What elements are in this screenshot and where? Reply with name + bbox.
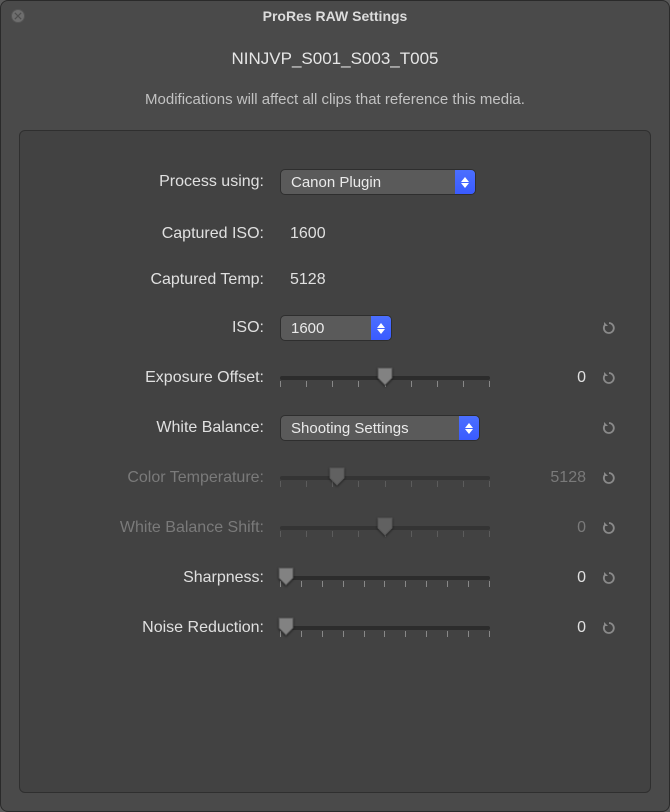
reset-icon — [601, 520, 617, 536]
subtitle: Modifications will affect all clips that… — [21, 91, 649, 108]
titlebar: ProRes RAW Settings — [1, 1, 669, 31]
row-sharpness: Sharpness: 0 — [38, 553, 632, 603]
noise-reduction-value: 0 — [536, 619, 596, 637]
exposure-offset-slider[interactable] — [280, 366, 490, 390]
row-process-using: Process using: Canon Plugin — [38, 157, 632, 207]
window-title: ProRes RAW Settings — [263, 8, 408, 24]
sharpness-value: 0 — [536, 569, 596, 587]
exposure-offset-value: 0 — [536, 369, 596, 387]
reset-icon — [601, 370, 617, 386]
label-captured-iso: Captured ISO: — [38, 225, 278, 243]
reset-icon — [601, 320, 617, 336]
white-balance-select[interactable]: Shooting Settings — [280, 415, 480, 441]
label-color-temperature: Color Temperature: — [38, 469, 278, 487]
chevrons-icon — [371, 316, 391, 340]
row-noise-reduction: Noise Reduction: 0 — [38, 603, 632, 653]
reset-icon — [601, 570, 617, 586]
sharpness-slider[interactable] — [280, 566, 490, 590]
white-balance-reset-button[interactable] — [598, 417, 620, 439]
reset-icon — [601, 470, 617, 486]
row-iso: ISO: 1600 — [38, 303, 632, 353]
label-process-using: Process using: — [38, 173, 278, 191]
row-exposure-offset: Exposure Offset: 0 — [38, 353, 632, 403]
chevrons-icon — [455, 170, 475, 194]
settings-panel: Process using: Canon Plugin Captured ISO… — [19, 130, 651, 793]
label-noise-reduction: Noise Reduction: — [38, 619, 278, 637]
white-balance-shift-slider — [280, 516, 490, 540]
iso-reset-button[interactable] — [598, 317, 620, 339]
label-white-balance: White Balance: — [38, 419, 278, 437]
white-balance-shift-value: 0 — [536, 519, 596, 537]
reset-icon — [601, 420, 617, 436]
color-temperature-value: 5128 — [536, 469, 596, 487]
process-using-select[interactable]: Canon Plugin — [280, 169, 476, 195]
reset-icon — [601, 620, 617, 636]
value-captured-temp: 5128 — [280, 271, 534, 289]
white-balance-value: Shooting Settings — [281, 420, 419, 437]
row-color-temperature: Color Temperature: 5128 — [38, 453, 632, 503]
value-captured-iso: 1600 — [280, 225, 534, 243]
label-captured-temp: Captured Temp: — [38, 271, 278, 289]
row-captured-temp: Captured Temp: 5128 — [38, 257, 632, 303]
iso-value: 1600 — [281, 320, 334, 337]
process-using-value: Canon Plugin — [281, 174, 391, 191]
sharpness-reset-button[interactable] — [598, 567, 620, 589]
iso-select[interactable]: 1600 — [280, 315, 392, 341]
settings-window: ProRes RAW Settings NINJVP_S001_S003_T00… — [0, 0, 670, 812]
noise-reduction-slider[interactable] — [280, 616, 490, 640]
close-icon — [14, 12, 22, 20]
label-white-balance-shift: White Balance Shift: — [38, 519, 278, 537]
color-temperature-reset-button[interactable] — [598, 467, 620, 489]
row-white-balance-shift: White Balance Shift: 0 — [38, 503, 632, 553]
row-white-balance: White Balance: Shooting Settings — [38, 403, 632, 453]
white-balance-shift-reset-button[interactable] — [598, 517, 620, 539]
label-sharpness: Sharpness: — [38, 569, 278, 587]
label-iso: ISO: — [38, 319, 278, 337]
label-exposure-offset: Exposure Offset: — [38, 369, 278, 387]
row-captured-iso: Captured ISO: 1600 — [38, 211, 632, 257]
color-temperature-slider — [280, 466, 490, 490]
exposure-offset-reset-button[interactable] — [598, 367, 620, 389]
close-button[interactable] — [11, 9, 25, 23]
chevrons-icon — [459, 416, 479, 440]
header-area: NINJVP_S001_S003_T005 Modifications will… — [1, 31, 669, 120]
noise-reduction-reset-button[interactable] — [598, 617, 620, 639]
clip-name: NINJVP_S001_S003_T005 — [21, 49, 649, 69]
